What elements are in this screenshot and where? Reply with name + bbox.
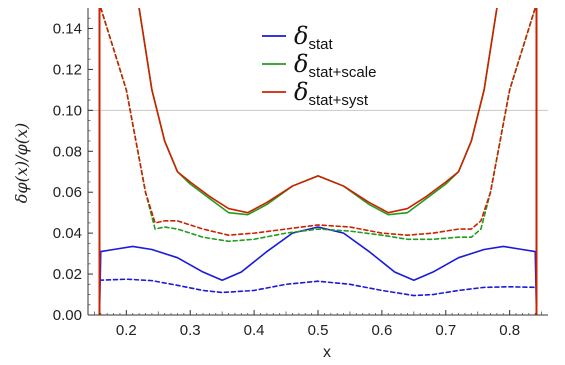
legend-label: δstat: [294, 22, 333, 53]
legend-label: δstat+scale: [294, 50, 376, 81]
axes-layer: [87, 8, 548, 316]
y-tick-label: 0.04: [53, 225, 82, 242]
y-tick-label: 0.10: [53, 102, 82, 119]
x-tick-label: 0.3: [180, 322, 201, 339]
y-tick-label: 0.08: [53, 143, 82, 160]
legend-subscript: stat: [308, 36, 333, 53]
legend-label: δstat+syst: [294, 78, 369, 109]
legend-subscript: stat+scale: [308, 64, 376, 81]
y-tick-label: 0.12: [53, 61, 82, 78]
x-tick-label: 0.7: [435, 322, 456, 339]
series-line-1: [98, 278, 538, 297]
x-tick-label: 0.2: [116, 322, 137, 339]
series-layer: [98, 8, 538, 315]
y-tick-label: 0.06: [53, 184, 82, 201]
legend-subscript: stat+syst: [308, 92, 368, 109]
x-tick-label: 0.5: [308, 322, 329, 339]
y-tick-label: 0.02: [53, 266, 82, 283]
ticks-layer: 0.2 0.3 0.4 0.5 0.6 0.7 0.8 0.00 0.02 0.04 0.06 0.0…: [53, 17, 543, 339]
legend-symbol: δ: [294, 50, 308, 78]
x-tick-label: 0.4: [244, 322, 265, 339]
series-line-5: [99, 8, 537, 236]
y-axis-label: δφ(x)/φ(x): [12, 123, 31, 203]
x-tick-label: 0.8: [499, 322, 520, 339]
x-axis-label: x: [323, 344, 331, 361]
series-line-3: [99, 8, 537, 243]
y-tick-label: 0.14: [53, 20, 82, 37]
legend-symbol: δ: [294, 22, 308, 50]
legend-symbol: δ: [294, 78, 308, 106]
series-line-4: [138, 8, 498, 214]
series-line-0: [98, 226, 538, 315]
x-tick-label: 0.6: [371, 322, 392, 339]
y-tick-label: 0.00: [53, 307, 82, 324]
